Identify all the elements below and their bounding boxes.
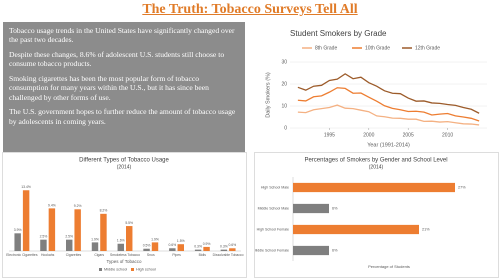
legend-swatch — [131, 268, 134, 271]
value-label: 5.5% — [125, 221, 133, 225]
x-tick-label: Dissolvable Tobacco — [213, 253, 244, 257]
x-axis-label: Year (1991-2014) — [367, 142, 410, 148]
legend-label: Middle school — [104, 268, 127, 272]
y-axis-label: Daily Smokers (%) — [265, 72, 271, 118]
legend-label: 10th Grade — [365, 45, 390, 51]
value-label: 2.5% — [65, 235, 73, 239]
value-label: 0.6% — [228, 243, 236, 247]
value-label: 9.4% — [48, 203, 56, 207]
value-label: 1.9% — [91, 237, 99, 241]
legend-label: 12th Grade — [415, 45, 440, 51]
bar — [293, 245, 329, 256]
bar — [293, 224, 419, 235]
legend-swatch — [99, 268, 102, 271]
bar — [151, 242, 159, 251]
value-label: 0.6% — [168, 243, 176, 247]
bar — [177, 244, 184, 251]
bar — [91, 242, 99, 251]
value-label: 0.5% — [143, 244, 151, 248]
bar — [293, 203, 329, 214]
hbar-chart: Percentages of Smokers by Gender and Sch… — [254, 152, 499, 278]
value-label: 0.3% — [220, 245, 228, 249]
bar — [194, 249, 202, 251]
bar — [117, 243, 124, 251]
value-label: 27% — [458, 186, 466, 190]
chart-subtitle: (2014) — [369, 164, 384, 170]
bar-chart: Different Types of Tobacco Usage(2014) El… — [2, 152, 247, 278]
paragraph: Despite these changes, 8.6% of adolescen… — [9, 49, 225, 69]
value-label: 1.6% — [117, 239, 125, 243]
bar — [203, 246, 210, 251]
x-tick-label: 2000 — [363, 132, 374, 138]
value-label: 3.9% — [14, 228, 22, 232]
bar — [48, 208, 56, 251]
page-title: The Truth: Tobacco Surveys Tell All — [142, 2, 358, 17]
bar — [22, 190, 30, 251]
x-axis-label: Percentage of Students — [368, 264, 410, 269]
x-tick-label: 2005 — [403, 132, 414, 138]
x-tick-label: Smokeless Tobacco — [110, 253, 140, 257]
value-label: 1.9% — [151, 237, 159, 241]
bar — [220, 249, 228, 251]
legend-label: High school — [136, 268, 156, 272]
line-series — [297, 73, 480, 114]
bar — [143, 248, 150, 251]
x-tick-label: 1995 — [324, 132, 335, 138]
paragraph: Tobacco usage trends in the United State… — [9, 26, 235, 45]
x-tick-label: Pipes — [172, 253, 181, 257]
y-tick-label: 10 — [281, 103, 287, 109]
y-tick-label: Middle School Female — [254, 248, 289, 252]
y-tick-label: 30 — [281, 59, 287, 65]
line-chart: Student Smokers by Grade 8th Grade 10th Gr… — [265, 29, 487, 148]
value-label: 0.9% — [203, 242, 211, 246]
x-tick-label: Electronic Cigarettes — [6, 253, 38, 257]
line-series — [297, 104, 480, 126]
bar — [229, 248, 236, 251]
chart-title: Different Types of Tobacco Usage — [79, 158, 169, 164]
bar — [40, 239, 47, 251]
x-tick-label: Snus — [147, 253, 155, 257]
y-tick-label: High School Male — [261, 185, 289, 189]
x-axis-label: Types of Tobacco — [107, 259, 142, 264]
x-tick-label: Cigars — [94, 253, 104, 257]
chart-title: Percentages of Smokers by Gender and Sch… — [304, 158, 447, 164]
bar — [14, 233, 21, 251]
chart-subtitle: (2014) — [117, 164, 132, 170]
value-label: 13.4% — [21, 185, 31, 189]
legend-label: 8th Grade — [315, 45, 337, 51]
value-label: 8.2% — [100, 209, 108, 213]
x-tick-label: Cigarettes — [66, 253, 82, 257]
y-tick-label: Middle School Male — [258, 206, 289, 210]
bar — [169, 248, 176, 251]
x-tick-label: 2010 — [442, 132, 453, 138]
y-tick-label: 20 — [281, 81, 287, 87]
x-tick-label: Bidis — [199, 253, 207, 257]
bar — [66, 239, 73, 251]
value-label: 1.5% — [177, 239, 185, 243]
value-label: 6% — [332, 207, 338, 211]
value-label: 2.5% — [40, 235, 48, 239]
value-label: 6% — [332, 249, 338, 253]
x-tick-label: Hookahs — [41, 253, 55, 257]
paragraph: Smoking cigarettes has been the most pop… — [9, 73, 209, 102]
line-series — [297, 87, 480, 122]
text-box: Tobacco usage trends in the United State… — [3, 22, 245, 152]
y-tick-label: High School Female — [257, 227, 289, 231]
bar — [74, 209, 81, 251]
y-tick-label: 0 — [284, 125, 287, 131]
value-label: 9.2% — [74, 204, 82, 208]
bar — [100, 213, 107, 251]
bar — [126, 226, 133, 251]
paragraph: The U.S. government hopes to further red… — [9, 107, 236, 126]
value-label: 21% — [422, 228, 430, 232]
bar — [293, 182, 455, 193]
chart-title: Student Smokers by Grade — [290, 29, 387, 38]
value-label: 0.3% — [194, 245, 202, 249]
